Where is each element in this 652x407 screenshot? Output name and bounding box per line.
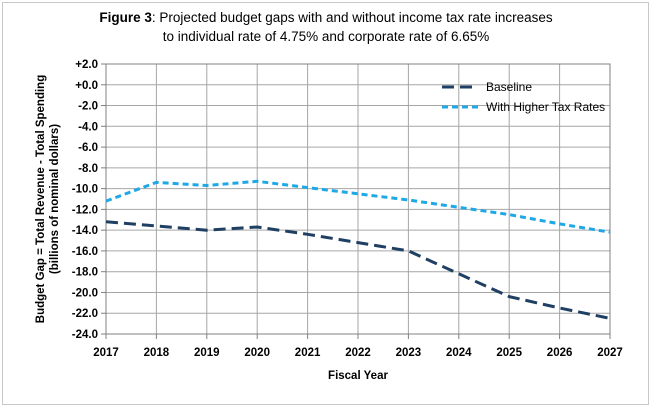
x-tick-label: 2018 [144,347,170,359]
x-tick-label: 2020 [244,347,270,359]
y-tick-label: -2.0 [78,101,98,113]
y-tick-label: +2.0 [75,59,98,71]
y-tick-label: -6.0 [78,142,98,154]
x-tick-label: 2022 [345,347,371,359]
legend-label: Baseline [486,80,532,94]
y-tick-label: +0.0 [75,80,98,92]
y-tick-label: -16.0 [72,246,98,258]
x-tick-label: 2023 [396,347,422,359]
x-tick-label: 2021 [295,347,321,359]
x-tick-label: 2026 [547,347,573,359]
x-tick-label: 2017 [93,347,119,359]
y-tick-label: -24.0 [72,329,98,341]
y-tick-label: -12.0 [72,204,98,216]
legend-label: With Higher Tax Rates [486,100,605,114]
y-axis-title: Budget Gap = Total Revenue - Total Spend… [35,75,47,323]
x-tick-label: 2024 [446,347,472,359]
plot-border [105,63,611,335]
series-line-baseline [105,220,611,320]
chart-title: Figure 3: Projected budget gaps with and… [0,8,652,46]
y-tick-label: -18.0 [72,267,98,279]
x-axis-title: Fiscal Year [328,370,388,382]
y-tick-label: -20.0 [72,287,98,299]
y-tick-label: -8.0 [78,163,98,175]
y-tick-label: -4.0 [78,121,98,133]
title-figure-label: Figure 3 [99,10,152,25]
x-tick-label: 2025 [496,347,522,359]
x-tick-label: 2019 [194,347,220,359]
y-axis-subtitle: (billions of nominal dollars) [49,124,61,274]
title-text: : Projected budget gaps with and without… [151,10,553,25]
y-tick-label: -14.0 [72,225,98,237]
title-text-line2: to individual rate of 4.75% and corporat… [162,29,490,44]
y-tick-label: -10.0 [72,184,98,196]
x-tick-label: 2027 [597,347,623,359]
y-tick-label: -22.0 [72,308,98,320]
